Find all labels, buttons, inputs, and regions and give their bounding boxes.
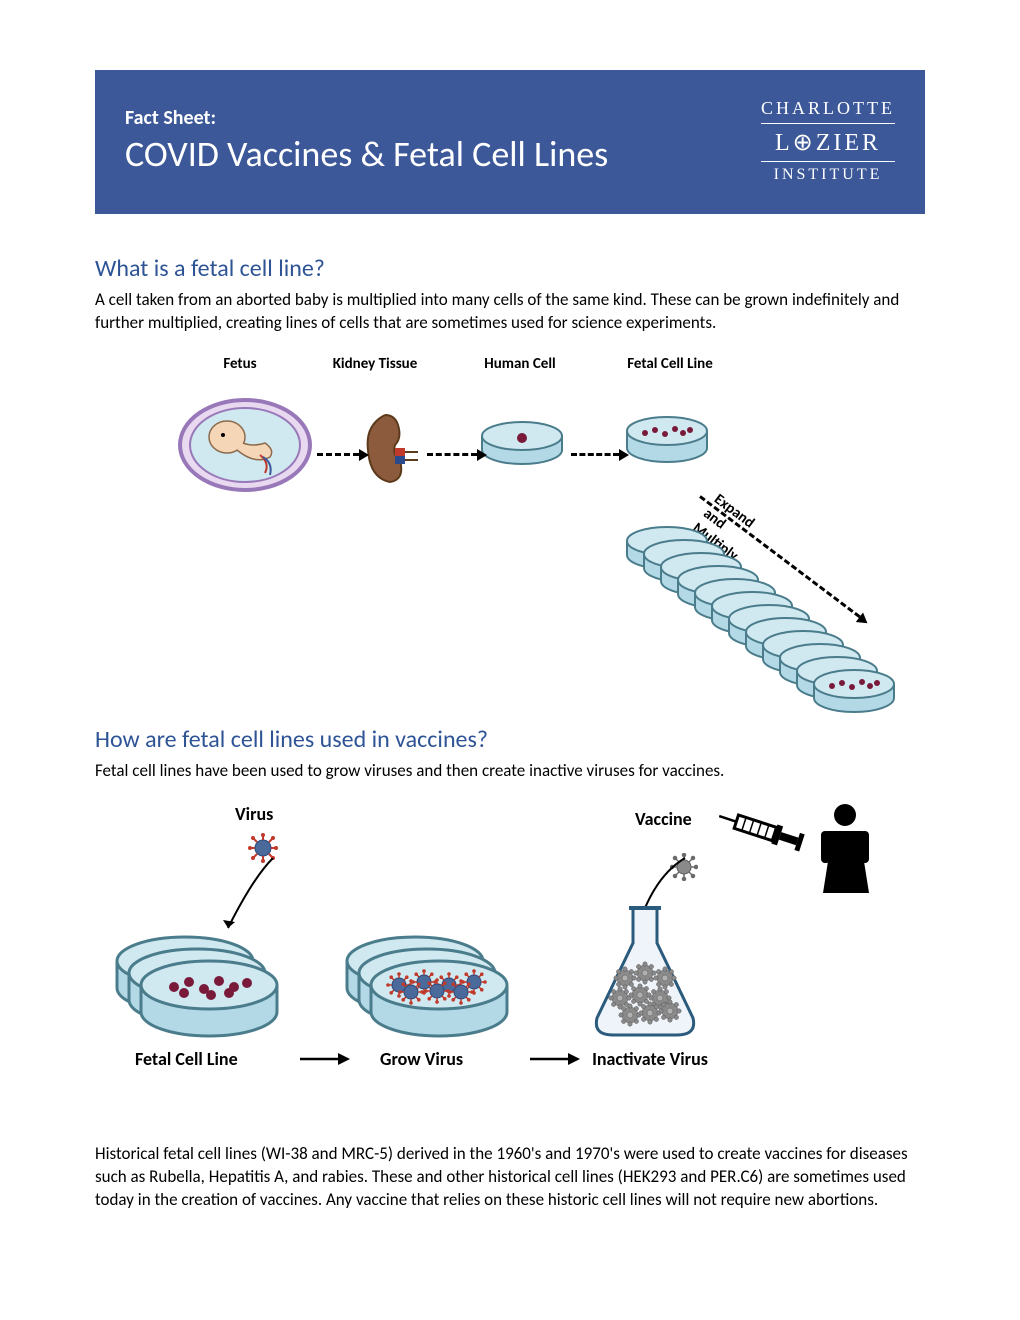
diagram-vaccine-process: Virus — [95, 803, 925, 1123]
grow-virus-dishes-icon — [345, 933, 515, 1043]
label-inactivate-virus: Inactivate Virus — [590, 1048, 710, 1070]
header-bar: Fact Sheet: COVID Vaccines & Fetal Cell … — [95, 70, 925, 214]
curve-arrow-icon — [213, 858, 283, 943]
person-icon — [815, 803, 875, 908]
section1-heading: What is a fetal cell line? — [95, 254, 925, 283]
dashed-arrow-icon — [317, 453, 359, 456]
fetalcell-dish-icon — [625, 413, 710, 473]
fetus-icon — [175, 395, 315, 500]
humancell-dish-icon — [480, 420, 565, 475]
page-title: COVID Vaccines & Fetal Cell Lines — [125, 132, 761, 176]
label-fetus: Fetus — [175, 355, 305, 373]
section2-text: Fetal cell lines have been used to grow … — [95, 760, 925, 783]
logo-line2: L⊕ZIER — [761, 128, 895, 162]
section1-text: A cell taken from an aborted baby is mul… — [95, 289, 925, 335]
flask-icon — [585, 903, 705, 1048]
logo: CHARLOTTE L⊕ZIER INSTITUTE — [761, 98, 895, 184]
arrow-icon — [300, 1051, 350, 1072]
label-fetal-cell-line: Fetal Cell Line — [135, 1048, 238, 1070]
label-kidney: Kidney Tissue — [305, 355, 445, 373]
syringe-icon — [715, 803, 810, 863]
kidney-icon — [360, 410, 420, 495]
footer-text: Historical fetal cell lines (WI-38 and M… — [95, 1143, 925, 1212]
arrow-icon — [530, 1051, 580, 1072]
dish-cascade — [625, 525, 925, 740]
dashed-arrow-icon — [571, 453, 619, 456]
label-grow-virus: Grow Virus — [380, 1048, 463, 1070]
label-fetalcell: Fetal Cell Line — [595, 355, 745, 373]
fetal-cell-dishes-icon — [115, 933, 285, 1043]
logo-line3: INSTITUTE — [761, 166, 895, 184]
label-vaccine: Vaccine — [635, 808, 692, 830]
logo-line1: CHARLOTTE — [761, 98, 895, 124]
label-virus: Virus — [235, 803, 273, 825]
dashed-arrow-icon — [427, 453, 477, 456]
fact-sheet-label: Fact Sheet: — [125, 106, 761, 130]
diagram-cell-line-creation: Fetus Kidney Tissue Human Cell Fetal Cel… — [95, 355, 925, 715]
label-humancell: Human Cell — [445, 355, 595, 373]
